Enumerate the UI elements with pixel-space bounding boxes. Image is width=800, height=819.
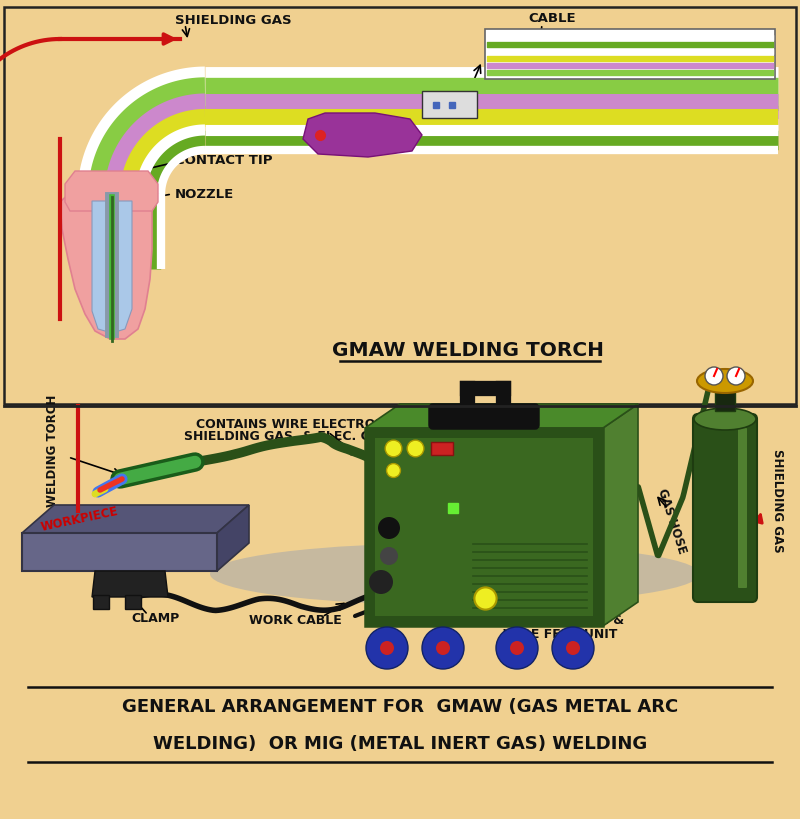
Circle shape <box>380 547 398 565</box>
Ellipse shape <box>694 408 756 430</box>
Polygon shape <box>603 404 638 626</box>
FancyBboxPatch shape <box>4 7 796 404</box>
FancyBboxPatch shape <box>375 438 593 616</box>
Circle shape <box>510 641 524 655</box>
Polygon shape <box>92 571 168 597</box>
Polygon shape <box>217 505 249 571</box>
Circle shape <box>496 627 538 669</box>
Polygon shape <box>303 113 422 157</box>
FancyBboxPatch shape <box>422 91 477 118</box>
Polygon shape <box>22 533 217 571</box>
Text: SHIELDING GAS: SHIELDING GAS <box>175 15 292 28</box>
Circle shape <box>422 627 464 669</box>
Text: WELDING TORCH: WELDING TORCH <box>46 395 58 507</box>
Circle shape <box>727 367 745 385</box>
FancyBboxPatch shape <box>430 405 538 428</box>
Text: CABLE: CABLE <box>528 12 576 25</box>
FancyBboxPatch shape <box>431 442 453 455</box>
Text: TRIGGER: TRIGGER <box>248 94 314 107</box>
Text: WORKPIECE: WORKPIECE <box>40 505 120 533</box>
FancyBboxPatch shape <box>485 29 775 79</box>
Text: SHIELDING GAS, & ELEC. CABLE: SHIELDING GAS, & ELEC. CABLE <box>184 431 406 444</box>
Text: GMAW WELDING TORCH: GMAW WELDING TORCH <box>332 342 604 360</box>
FancyBboxPatch shape <box>738 428 747 588</box>
Text: WELDING)  OR MIG (METAL INERT GAS) WELDING: WELDING) OR MIG (METAL INERT GAS) WELDIN… <box>153 735 647 753</box>
Ellipse shape <box>697 369 753 393</box>
Text: SHIELDING GAS: SHIELDING GAS <box>771 449 785 553</box>
Text: WORK CABLE: WORK CABLE <box>249 614 342 627</box>
Circle shape <box>380 641 394 655</box>
Polygon shape <box>22 505 249 533</box>
Circle shape <box>378 517 400 539</box>
Polygon shape <box>365 404 638 428</box>
Polygon shape <box>92 201 132 333</box>
Text: GENERAL ARRANGEMENT FOR  GMAW (GAS METAL ARC: GENERAL ARRANGEMENT FOR GMAW (GAS METAL … <box>122 698 678 716</box>
Circle shape <box>436 641 450 655</box>
Polygon shape <box>65 171 158 211</box>
FancyBboxPatch shape <box>125 595 141 609</box>
Circle shape <box>552 627 594 669</box>
Circle shape <box>705 367 723 385</box>
FancyBboxPatch shape <box>93 595 109 609</box>
Text: ELEC. SWITCH: ELEC. SWITCH <box>388 80 493 93</box>
FancyBboxPatch shape <box>715 381 735 411</box>
Polygon shape <box>60 191 152 339</box>
Ellipse shape <box>210 543 700 605</box>
FancyBboxPatch shape <box>693 414 757 602</box>
Text: ELEC. WIRE: ELEC. WIRE <box>450 97 535 111</box>
Text: NOZZLE: NOZZLE <box>175 188 234 201</box>
Text: GAS HOSE: GAS HOSE <box>655 486 689 555</box>
Text: CONTACT TIP: CONTACT TIP <box>175 153 273 166</box>
Circle shape <box>369 570 393 594</box>
Text: CLAMP: CLAMP <box>131 613 179 626</box>
Text: POWER SOURCE &: POWER SOURCE & <box>496 614 624 627</box>
Text: WIRE FEED UNIT: WIRE FEED UNIT <box>503 627 617 640</box>
Text: CONTAINS WIRE ELECTRODE: CONTAINS WIRE ELECTRODE <box>196 418 394 431</box>
Circle shape <box>566 641 580 655</box>
FancyBboxPatch shape <box>365 428 603 626</box>
Circle shape <box>366 627 408 669</box>
Text: WIRE ELECTRODE: WIRE ELECTRODE <box>248 120 378 133</box>
